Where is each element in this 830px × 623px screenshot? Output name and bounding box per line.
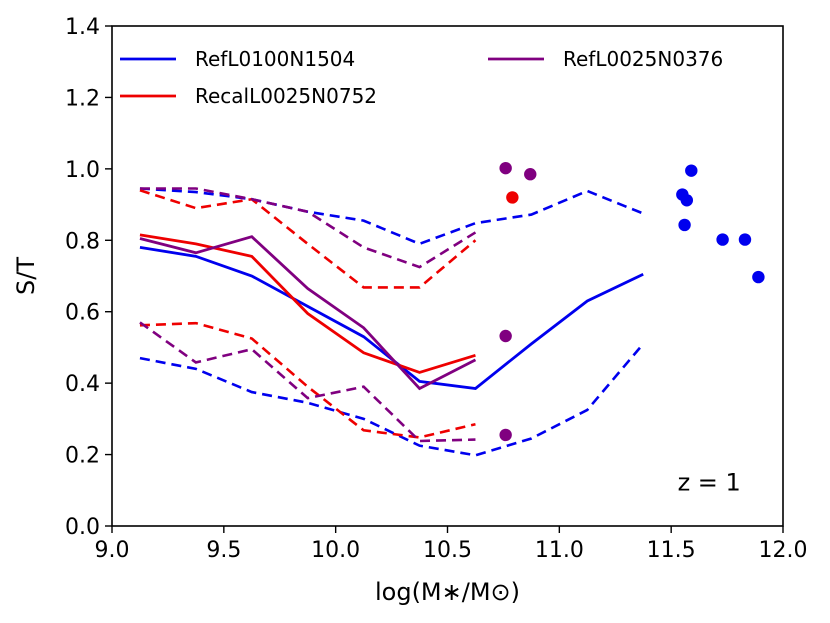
series-RefL0025N0376 [139, 161, 537, 443]
y-tick-label: 0.2 [65, 444, 100, 469]
legend-label: RefL0025N0376 [563, 47, 723, 71]
y-tick-label: 0.0 [65, 515, 100, 540]
x-tick-label: 9.5 [206, 538, 241, 563]
y-axis-label: S/T [12, 257, 40, 295]
data-point [678, 218, 691, 232]
y-tick-label: 0.6 [65, 301, 100, 326]
lower-percentile-line [139, 321, 476, 443]
data-point [738, 233, 752, 246]
redshift-annotation: z = 1 [678, 468, 741, 496]
y-tick-label: 1.0 [65, 158, 100, 183]
upper-percentile-line [139, 187, 644, 246]
lower-percentile-line [139, 343, 645, 457]
data-point [506, 191, 519, 204]
x-tick-label: 12.0 [759, 538, 808, 563]
data-point [716, 233, 729, 246]
data-point [499, 329, 512, 343]
plot-area [139, 161, 765, 457]
data-point [499, 161, 512, 175]
x-tick-label: 11.0 [535, 538, 584, 563]
data-point [524, 168, 537, 181]
y-tick-label: 1.2 [65, 86, 100, 111]
data-point [752, 270, 765, 284]
axis-ticks: 9.0 9.5 10.0 10.5 11.0 11.5 12.0 0.0 0.2 0.4 0.6 0.… [65, 15, 807, 563]
upper-percentile-line [139, 187, 477, 269]
legend: RefL0100N1504 RecalL0025N0752 RefL0025N037… [120, 47, 723, 108]
legend-label: RecalL0025N0752 [195, 84, 377, 108]
series-RefL0100N1504 [139, 164, 765, 457]
data-point [499, 428, 512, 442]
lower-percentile-line [139, 321, 476, 439]
x-tick-label: 10.0 [311, 538, 360, 563]
median-line [139, 233, 476, 374]
median-line [139, 235, 477, 391]
series-RecalL0025N0752 [139, 189, 519, 439]
legend-label: RefL0100N1504 [195, 47, 355, 71]
data-point [685, 164, 698, 177]
x-tick-label: 11.5 [647, 538, 696, 563]
x-axis-label: log(M∗/M⊙) [375, 578, 520, 606]
median-line [139, 246, 644, 390]
upper-percentile-line [139, 189, 477, 289]
y-tick-label: 0.8 [65, 229, 100, 254]
x-tick-label: 10.5 [423, 538, 472, 563]
y-tick-label: 0.4 [65, 372, 100, 397]
data-point [680, 194, 694, 207]
x-tick-label: 9.0 [95, 538, 130, 563]
y-tick-label: 1.4 [65, 15, 100, 40]
